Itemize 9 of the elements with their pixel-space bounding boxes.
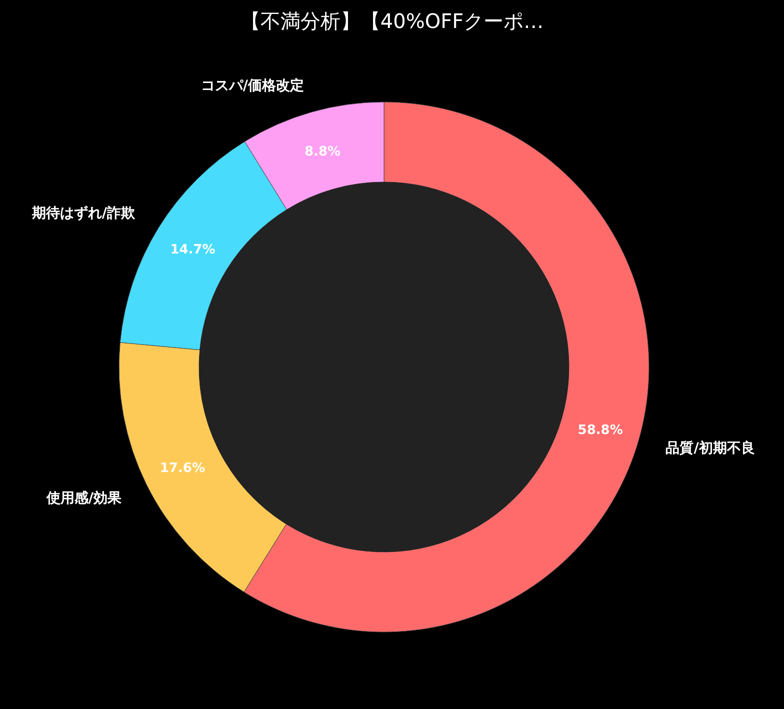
slice-label: 使用感/効果 bbox=[45, 490, 123, 506]
title: 【不満分析】【40%OFFクーポ… bbox=[240, 9, 544, 33]
slice-label: 期待はずれ/詐欺 bbox=[30, 204, 136, 222]
data-label: 58.8% bbox=[578, 422, 623, 438]
data-label: 8.8% bbox=[304, 144, 341, 160]
data-label: 17.6% bbox=[160, 461, 206, 476]
slice-label: コスパ/価格改定 bbox=[200, 77, 304, 94]
slice-label: 品質/初期不良 bbox=[666, 439, 755, 456]
data-label: 14.7% bbox=[170, 242, 216, 258]
